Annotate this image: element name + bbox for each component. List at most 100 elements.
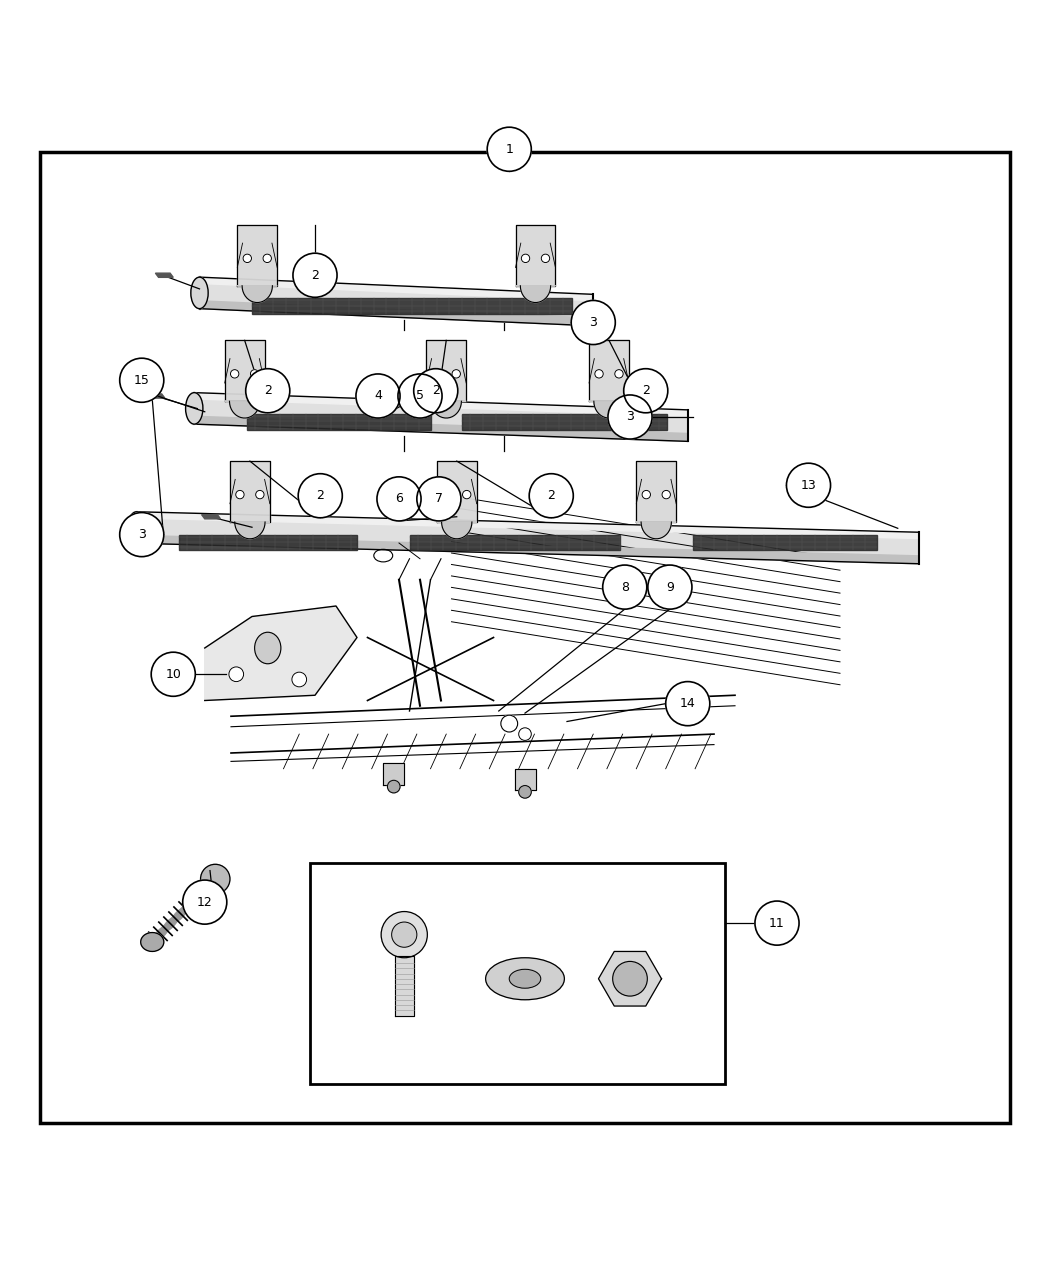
Ellipse shape	[191, 277, 208, 309]
Circle shape	[387, 780, 400, 793]
Polygon shape	[247, 414, 430, 430]
Circle shape	[453, 370, 461, 379]
Text: 3: 3	[138, 528, 146, 541]
Polygon shape	[225, 340, 265, 402]
Circle shape	[501, 715, 518, 732]
Polygon shape	[516, 224, 555, 286]
Polygon shape	[395, 956, 414, 1015]
Polygon shape	[230, 462, 270, 521]
Polygon shape	[598, 951, 662, 1006]
Ellipse shape	[145, 935, 160, 949]
Text: 12: 12	[197, 895, 212, 909]
Circle shape	[443, 491, 452, 499]
Polygon shape	[136, 536, 919, 564]
Circle shape	[648, 565, 692, 609]
Circle shape	[571, 301, 615, 344]
Circle shape	[417, 477, 461, 521]
Circle shape	[246, 368, 290, 413]
Polygon shape	[383, 764, 404, 784]
Circle shape	[662, 491, 670, 499]
Polygon shape	[136, 511, 919, 564]
Circle shape	[292, 672, 307, 687]
Text: 5: 5	[416, 389, 424, 403]
Circle shape	[624, 368, 668, 413]
Text: 2: 2	[264, 384, 272, 398]
Text: 7: 7	[435, 492, 443, 505]
Circle shape	[519, 728, 531, 741]
Text: 13: 13	[800, 478, 817, 492]
Text: 4: 4	[374, 389, 382, 403]
Ellipse shape	[509, 969, 541, 988]
Ellipse shape	[154, 926, 168, 940]
Text: 9: 9	[666, 580, 674, 594]
Ellipse shape	[205, 868, 226, 890]
Circle shape	[293, 254, 337, 297]
Polygon shape	[136, 511, 919, 538]
Polygon shape	[410, 534, 620, 551]
Polygon shape	[147, 394, 165, 398]
Text: 2: 2	[547, 490, 555, 502]
Circle shape	[786, 463, 831, 507]
Polygon shape	[589, 340, 629, 402]
Ellipse shape	[186, 393, 203, 425]
Text: 2: 2	[311, 269, 319, 282]
Text: 11: 11	[769, 917, 785, 929]
Circle shape	[251, 370, 258, 379]
Polygon shape	[516, 286, 555, 302]
Polygon shape	[462, 414, 667, 430]
Circle shape	[398, 374, 442, 418]
Polygon shape	[426, 402, 466, 418]
Polygon shape	[437, 462, 477, 521]
Polygon shape	[426, 340, 466, 402]
Ellipse shape	[181, 899, 195, 913]
Ellipse shape	[163, 917, 177, 931]
Polygon shape	[514, 769, 536, 789]
Polygon shape	[200, 277, 593, 326]
Polygon shape	[230, 521, 270, 539]
Circle shape	[264, 254, 271, 263]
Text: 14: 14	[680, 697, 695, 710]
Polygon shape	[155, 273, 173, 278]
Circle shape	[120, 513, 164, 557]
Circle shape	[541, 254, 549, 263]
Circle shape	[231, 370, 239, 379]
Circle shape	[183, 880, 227, 924]
Circle shape	[603, 565, 647, 609]
Polygon shape	[194, 393, 688, 416]
Bar	[310, 863, 724, 1084]
Circle shape	[151, 653, 195, 696]
Circle shape	[392, 922, 417, 947]
Polygon shape	[194, 416, 688, 441]
Circle shape	[243, 254, 251, 263]
Circle shape	[229, 667, 244, 682]
Ellipse shape	[141, 932, 164, 951]
Ellipse shape	[195, 877, 217, 899]
Text: 3: 3	[589, 316, 597, 329]
Polygon shape	[200, 301, 593, 326]
Circle shape	[381, 912, 427, 958]
Circle shape	[433, 370, 441, 379]
Polygon shape	[237, 224, 277, 286]
Text: 2: 2	[316, 490, 324, 502]
Circle shape	[612, 961, 647, 996]
Circle shape	[201, 864, 230, 894]
Ellipse shape	[128, 511, 145, 543]
Circle shape	[120, 358, 164, 403]
Ellipse shape	[485, 958, 565, 1000]
Text: 10: 10	[165, 668, 182, 681]
Text: 2: 2	[432, 384, 440, 398]
Circle shape	[755, 901, 799, 945]
Circle shape	[235, 491, 244, 499]
Polygon shape	[194, 393, 688, 441]
Circle shape	[463, 491, 470, 499]
Polygon shape	[589, 402, 629, 418]
Circle shape	[519, 785, 531, 798]
Circle shape	[414, 368, 458, 413]
Circle shape	[615, 370, 624, 379]
Text: 1: 1	[505, 143, 513, 156]
Circle shape	[608, 395, 652, 439]
Polygon shape	[437, 521, 477, 539]
Text: 2: 2	[642, 384, 650, 398]
Circle shape	[377, 477, 421, 521]
Polygon shape	[225, 402, 265, 418]
